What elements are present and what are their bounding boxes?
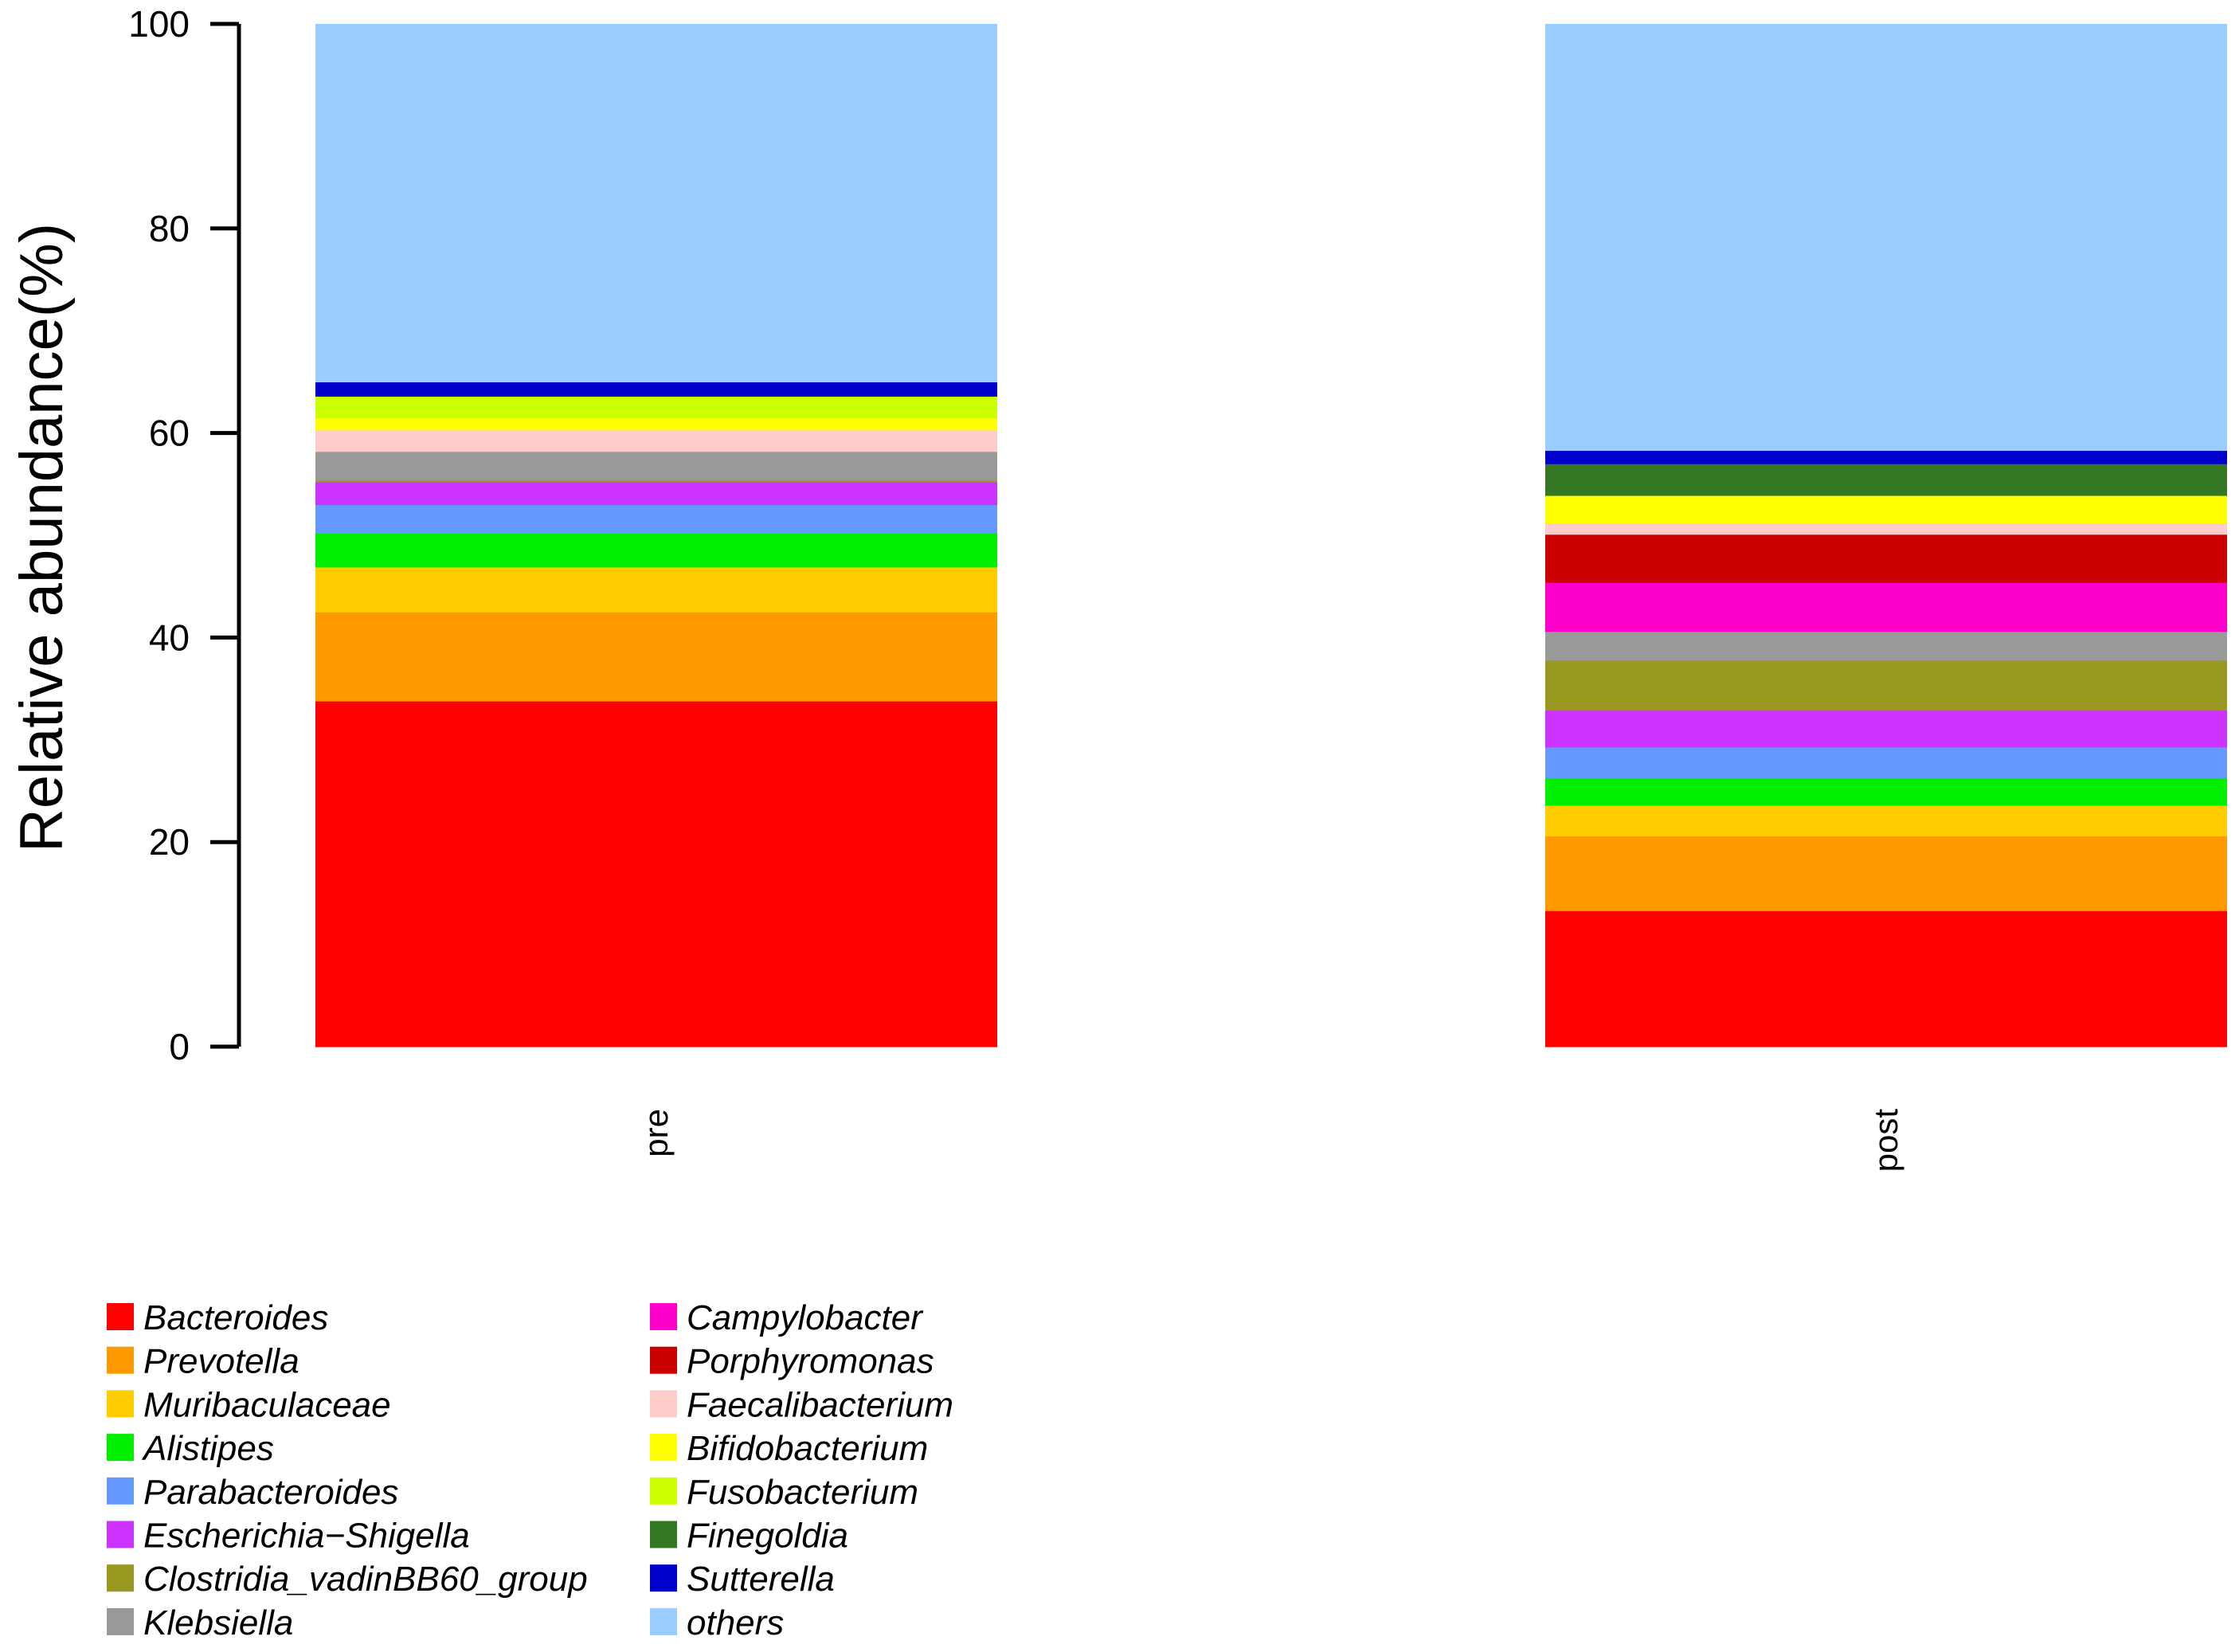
legend-item: Bifidobacterium <box>650 1429 928 1468</box>
y-axis-label: Relative abundance(%) <box>8 223 76 852</box>
legend-item: Faecalibacterium <box>650 1385 953 1424</box>
legend-swatch <box>107 1607 134 1635</box>
bar-segment <box>1545 710 2227 748</box>
legend-item: Parabacteroides <box>107 1473 398 1512</box>
category-labels: pre post <box>637 1109 1904 1172</box>
y-tick-label: 20 <box>149 821 190 863</box>
legend-swatch <box>650 1521 677 1548</box>
bars <box>315 24 2227 1047</box>
bar-segment <box>1545 464 2227 496</box>
bar-segment <box>1545 582 2227 632</box>
bar-segment <box>1545 660 2227 711</box>
bar-segment <box>1545 450 2227 464</box>
legend-swatch <box>107 1303 134 1330</box>
y-tick-label: 100 <box>128 3 190 45</box>
legend-item: Sutterella <box>650 1560 835 1599</box>
legend-label: Bacteroides <box>143 1298 328 1337</box>
bar-segment <box>1545 836 2227 911</box>
legend-label: Sutterella <box>687 1560 835 1599</box>
legend-swatch <box>107 1477 134 1505</box>
bar-segment <box>1545 24 2227 452</box>
bar-segment <box>315 451 997 481</box>
legend-item: Alistipes <box>107 1429 274 1468</box>
legend-label: Alistipes <box>141 1429 274 1468</box>
legend-item: Bacteroides <box>107 1298 328 1337</box>
bar-segment <box>1545 910 2227 1047</box>
legend-swatch <box>650 1564 677 1592</box>
bar-segment <box>1545 746 2227 778</box>
x-tick-label: pre <box>637 1109 675 1157</box>
legend-item: Prevotella <box>107 1342 299 1381</box>
y-tick-label: 40 <box>149 617 190 658</box>
bar-segment <box>315 701 997 1047</box>
bar-segment <box>1545 777 2227 806</box>
legend: Bacteroides Prevotella Muribaculaceae Alist… <box>107 1298 953 1642</box>
legend-item: Klebsiella <box>107 1603 293 1642</box>
legend-swatch <box>650 1346 677 1374</box>
bar-segment <box>315 480 997 483</box>
bar-segment <box>315 504 997 534</box>
legend-label: Finegoldia <box>687 1517 848 1556</box>
bar-segment <box>1545 534 2227 583</box>
legend-item: Muribaculaceae <box>107 1385 391 1424</box>
y-tick-label: 80 <box>149 208 190 249</box>
bar-segment <box>315 429 997 452</box>
legend-swatch <box>107 1434 134 1462</box>
legend-label: Porphyromonas <box>687 1342 934 1381</box>
bar-segment <box>315 24 997 382</box>
bar-segment <box>315 382 997 397</box>
bar-segment <box>1545 631 2227 661</box>
legend-item: Porphyromonas <box>650 1342 934 1381</box>
legend-swatch <box>650 1477 677 1505</box>
legend-label: Parabacteroides <box>143 1473 398 1512</box>
legend-label: Campylobacter <box>687 1298 924 1337</box>
legend-swatch <box>650 1607 677 1635</box>
bar-segment <box>1545 804 2227 837</box>
legend-label: Prevotella <box>143 1342 299 1381</box>
legend-swatch <box>650 1434 677 1462</box>
legend-label: Muribaculaceae <box>143 1385 391 1424</box>
legend-item: Clostridia_vadinBB60_group <box>107 1560 588 1599</box>
legend-item: others <box>650 1603 784 1642</box>
x-tick-label: post <box>1867 1109 1904 1172</box>
bar-stack-post <box>1545 24 2227 1047</box>
legend-item: Fusobacterium <box>650 1473 918 1512</box>
legend-swatch <box>107 1346 134 1374</box>
y-tick-label: 60 <box>149 413 190 454</box>
legend-label: Fusobacterium <box>687 1473 918 1512</box>
legend-label: others <box>687 1603 784 1642</box>
bar-stack-pre <box>315 24 997 1047</box>
bar-segment <box>315 566 997 613</box>
bar-segment <box>315 533 997 568</box>
legend-label: Clostridia_vadinBB60_group <box>143 1560 588 1599</box>
legend-swatch <box>650 1303 677 1330</box>
bar-segment <box>315 612 997 702</box>
bar-segment <box>1545 495 2227 524</box>
legend-item: Escherichia−Shigella <box>107 1517 470 1556</box>
legend-item: Campylobacter <box>650 1298 924 1337</box>
legend-swatch <box>107 1390 134 1418</box>
bar-segment <box>315 396 997 418</box>
bar-segment <box>315 417 997 431</box>
legend-label: Escherichia−Shigella <box>143 1517 470 1556</box>
legend-label: Klebsiella <box>143 1603 293 1642</box>
legend-label: Bifidobacterium <box>687 1429 928 1468</box>
bar-segment <box>1545 523 2227 535</box>
y-axis: 0 20 40 60 80 100 <box>128 3 241 1067</box>
legend-item: Finegoldia <box>650 1517 848 1556</box>
y-tick-label: 0 <box>169 1026 190 1067</box>
legend-swatch <box>107 1564 134 1592</box>
legend-swatch <box>650 1390 677 1418</box>
bar-segment <box>315 482 997 506</box>
legend-label: Faecalibacterium <box>687 1385 953 1424</box>
legend-swatch <box>107 1521 134 1548</box>
